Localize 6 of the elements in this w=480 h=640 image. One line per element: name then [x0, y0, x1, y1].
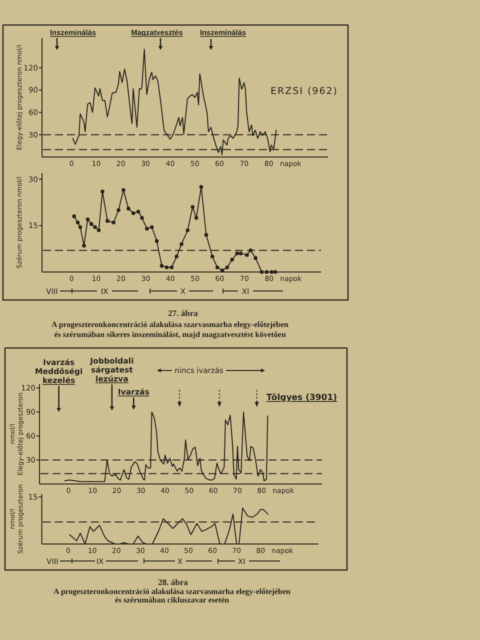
text: 27. ábra	[168, 308, 199, 318]
annotation: Tölgyes (3901)	[266, 393, 338, 403]
annotation: ERZSI (962)	[270, 86, 338, 97]
text: A progeszteronkoncentráció alakulása szarvasmarha elegy-előtejében és szérumában cikluszavar esetén	[53, 587, 292, 604]
text: A progeszteronkoncentráció alakulása szarvasmarha elegy-előtejében és szérumában sikeres inszeminálást, majd magzatvesztést követően	[51, 320, 290, 339]
text: 28. ábra	[158, 577, 189, 587]
